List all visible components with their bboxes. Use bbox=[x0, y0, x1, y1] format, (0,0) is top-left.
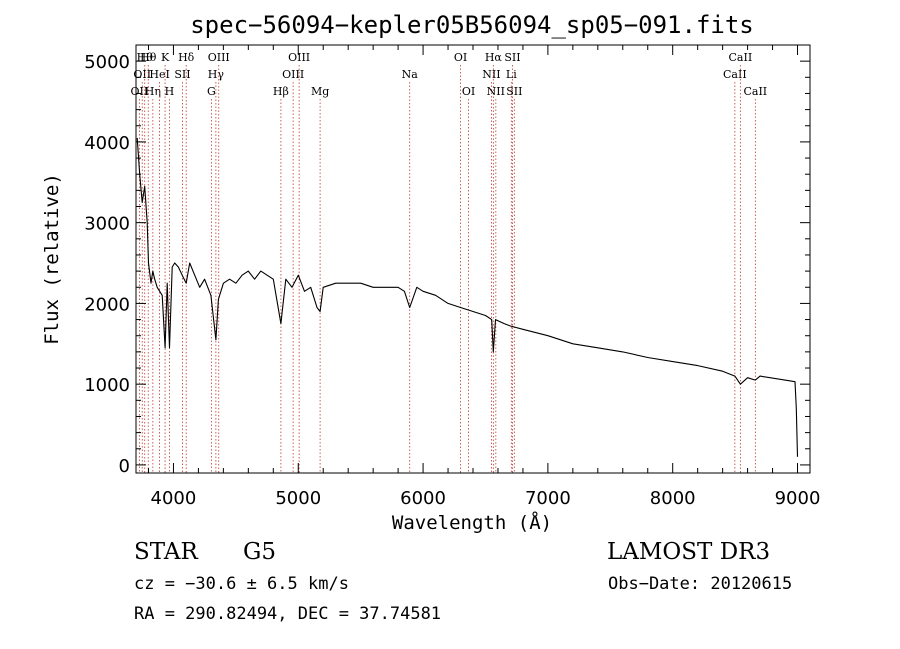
y-tick-label: 4000 bbox=[84, 133, 130, 154]
line-marker-label: SII bbox=[174, 68, 190, 81]
line-marker-label: NII bbox=[482, 68, 500, 81]
line-marker-label: SII bbox=[504, 51, 520, 64]
object-subclass: G5 bbox=[243, 539, 276, 565]
line-marker-label: CaII bbox=[743, 85, 767, 98]
x-axis-label: Wavelength (Å) bbox=[392, 511, 552, 534]
y-tick-label: 5000 bbox=[84, 52, 130, 73]
line-marker-label: Li bbox=[506, 68, 517, 81]
y-tick-label: 3000 bbox=[84, 214, 130, 235]
line-marker-label: Mg bbox=[311, 85, 329, 98]
chart-title: spec−56094−kepler05B56094_sp05−091.fits bbox=[190, 11, 754, 39]
survey-release: LAMOST DR3 bbox=[607, 539, 770, 565]
y-tick-label: 2000 bbox=[84, 294, 130, 315]
x-tick-label: 7000 bbox=[525, 488, 571, 509]
line-marker-label: CaII bbox=[729, 51, 753, 64]
y-axis: 0 1000 2000 3000 4000 5000 bbox=[84, 52, 810, 477]
x-tick-label: 8000 bbox=[650, 488, 696, 509]
line-marker-label: H bbox=[165, 85, 175, 98]
ra-dec-coordinates: RA = 290.82494, DEC = 37.74581 bbox=[134, 604, 441, 624]
line-marker-label: Hα bbox=[485, 51, 503, 64]
y-tick-label: 0 bbox=[119, 456, 130, 477]
line-marker-label: Hβ bbox=[273, 85, 289, 98]
y-axis-label: Flux (relative) bbox=[41, 173, 63, 345]
object-class: STAR bbox=[134, 539, 198, 565]
line-marker-label: Hδ bbox=[178, 51, 195, 64]
line-marker-label: NII bbox=[487, 85, 505, 98]
line-marker-label: K bbox=[161, 51, 170, 64]
line-marker-label: OIII bbox=[282, 68, 304, 81]
plot-frame bbox=[135, 44, 811, 474]
line-marker-label: Hη bbox=[145, 85, 161, 98]
line-marker-label: Hγ bbox=[208, 68, 225, 81]
redshift-cz: cz = −30.6 ± 6.5 km/s bbox=[134, 574, 349, 594]
line-marker-label: OII bbox=[131, 85, 149, 98]
line-marker-label: HeI bbox=[149, 68, 169, 81]
line-marker-label: OI bbox=[462, 85, 475, 98]
observation-date: Obs−Date: 20120615 bbox=[608, 574, 792, 594]
line-marker-layer: OIIOIIHθHθHηHeIKHSIIHδGHγOIIIHβOIIIOIIIM… bbox=[131, 51, 767, 473]
line-marker-label: SII bbox=[506, 85, 522, 98]
line-marker-label: OIII bbox=[288, 51, 310, 64]
line-marker-label: Hθ bbox=[140, 51, 157, 64]
x-tick-label: 6000 bbox=[400, 488, 446, 509]
x-tick-label: 4000 bbox=[151, 488, 197, 509]
spectrum-line bbox=[136, 137, 799, 457]
x-tick-label: 5000 bbox=[275, 488, 321, 509]
line-marker-label: Na bbox=[402, 68, 419, 81]
x-tick-label: 9000 bbox=[775, 488, 821, 509]
line-marker-label: G bbox=[207, 85, 216, 98]
line-marker-label: OI bbox=[454, 51, 467, 64]
line-marker-label: CaII bbox=[723, 68, 747, 81]
x-axis: 4000 5000 6000 7000 8000 9000 bbox=[147, 45, 821, 509]
y-tick-label: 1000 bbox=[84, 375, 130, 396]
line-marker-label: OIII bbox=[208, 51, 230, 64]
